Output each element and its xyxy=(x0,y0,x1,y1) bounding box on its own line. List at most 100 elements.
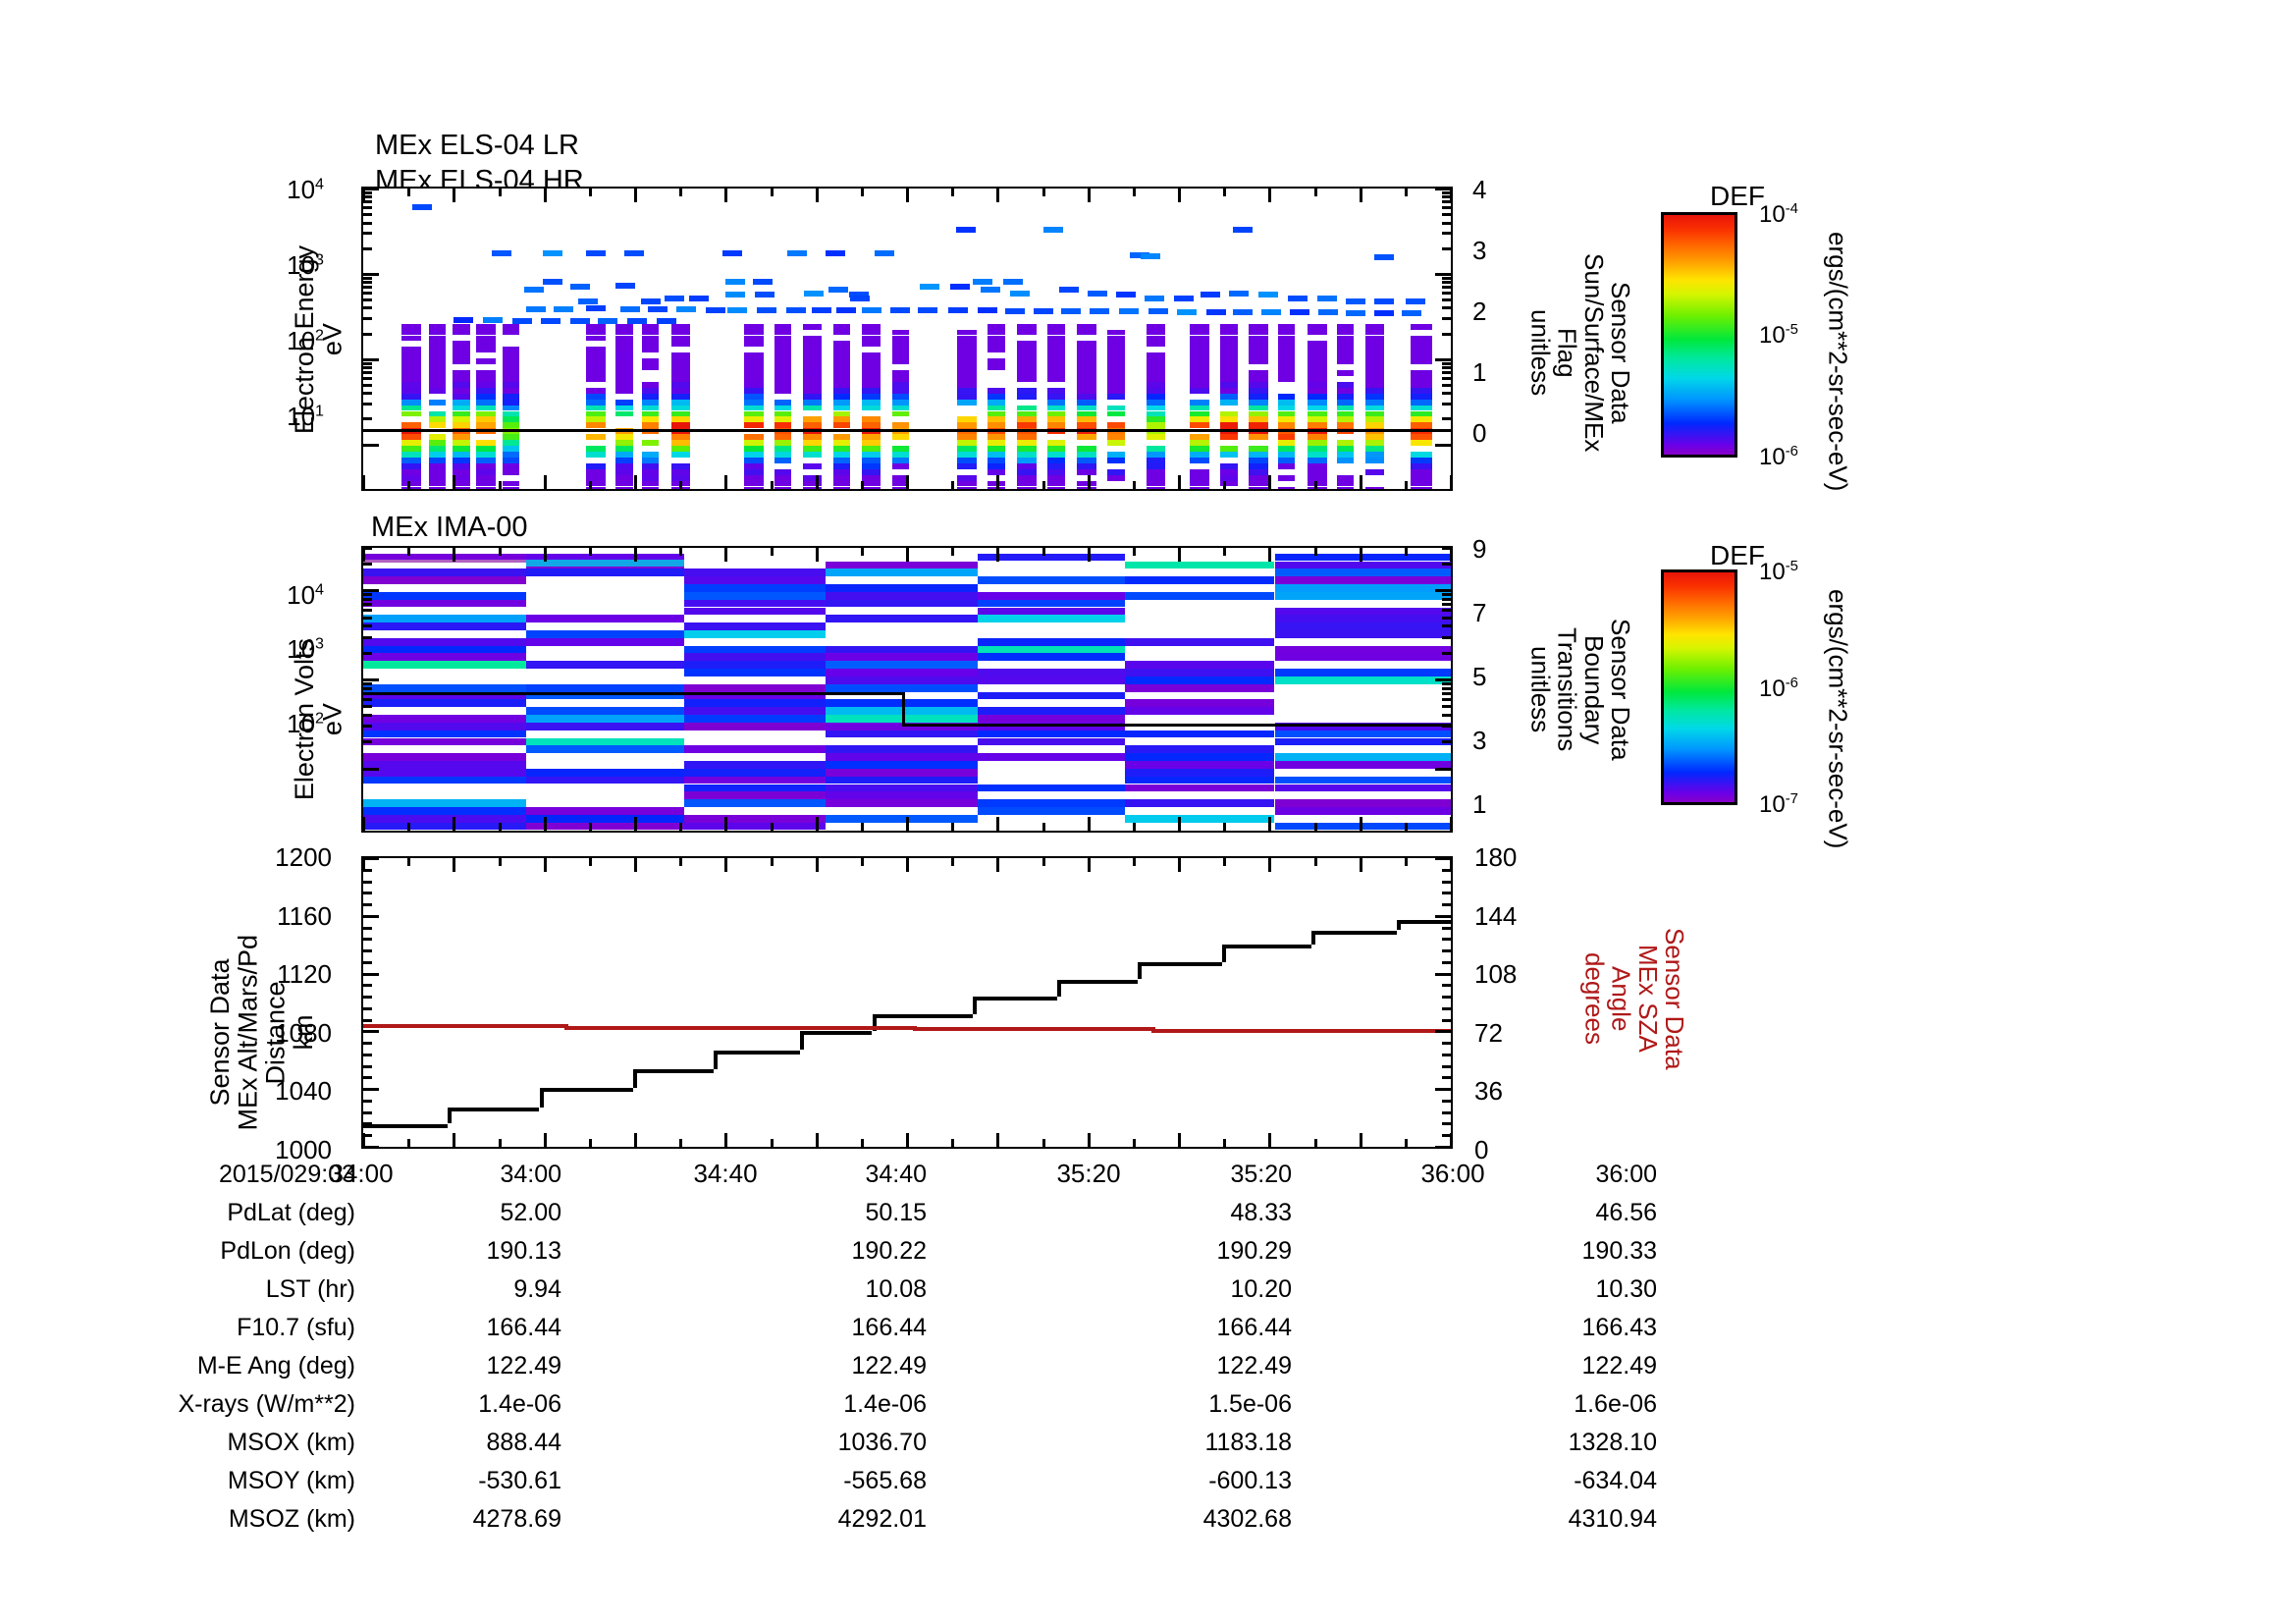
panel2-title: MEx IMA-00 xyxy=(371,512,528,543)
panel2-right-ytick-3: 3 xyxy=(1472,726,1487,755)
colorbar2-units: ergs/(cm**2-sr-sec-eV) xyxy=(1823,589,1853,849)
panel2-right-ylabel: Sensor Data Boundary Transitions unitless xyxy=(1525,619,1636,761)
panel2-right-ytick-7: 7 xyxy=(1472,598,1487,627)
panel3-right-ylabel: Sensor Data MEx SZA Angle degrees xyxy=(1579,928,1690,1070)
table-cell: 4310.94 xyxy=(1568,1505,1657,1533)
panel2-ytick-1e4: 104 xyxy=(287,580,324,610)
panel3-right-ytick-108: 108 xyxy=(1474,959,1518,989)
panel3-ytick-1080: 1080 xyxy=(275,1018,332,1048)
panel3-ytick-1000: 1000 xyxy=(275,1135,332,1164)
panel3-right-ytick-0: 0 xyxy=(1474,1135,1489,1164)
table-cell: -565.68 xyxy=(843,1467,927,1494)
panel1-right-ylabel: Sensor Data Sun/Surface/MEx Flag unitless xyxy=(1525,253,1636,453)
panel3-altitude-step xyxy=(1311,930,1316,946)
table-row-label: PdLon (deg) xyxy=(220,1237,355,1265)
panel2-right-ytick-5: 5 xyxy=(1472,662,1487,691)
panel3-ytick-1120: 1120 xyxy=(277,959,332,989)
panel2-boundary-line xyxy=(363,692,902,696)
table-cell: 1.6e-06 xyxy=(1574,1390,1657,1418)
panel1-title-lr: MEx ELS-04 LR xyxy=(375,130,579,161)
colorbar2 xyxy=(1661,569,1737,805)
panel3-altitude-line xyxy=(972,997,1057,1001)
panel1-ytick-1e1: 101 xyxy=(287,402,324,431)
table-row-label: MSOY (km) xyxy=(227,1467,355,1494)
panel2-right-ytick-9: 9 xyxy=(1472,534,1487,564)
panel3-sza-step xyxy=(912,1025,917,1029)
table-cell: 50.15 xyxy=(865,1199,927,1226)
table-cell: 122.49 xyxy=(1581,1352,1657,1380)
panel3-altitude-line xyxy=(1222,945,1312,949)
table-cell: 190.22 xyxy=(851,1237,927,1265)
table-cell: 1.4e-06 xyxy=(843,1390,927,1418)
table-cell: 48.33 xyxy=(1230,1199,1292,1226)
panel1-ytick-1e2: 102 xyxy=(287,326,324,355)
table-cell: 34:40 xyxy=(865,1161,927,1188)
table-cell: 190.13 xyxy=(486,1237,561,1265)
table-cell: -634.04 xyxy=(1574,1467,1657,1494)
panel3-right-ytick-72: 72 xyxy=(1474,1018,1503,1048)
xtick-label-0: 34:00 xyxy=(329,1159,394,1188)
table-cell: 166.44 xyxy=(1216,1314,1292,1341)
table-row-label: MSOZ (km) xyxy=(228,1505,355,1533)
panel3-altitude-line xyxy=(1311,930,1397,935)
table-cell: -530.61 xyxy=(478,1467,561,1494)
table-row-label: LST (hr) xyxy=(265,1275,355,1303)
colorbar1-top-label: 10-4 xyxy=(1759,201,1798,228)
table-row: MSOY (km) -530.61 -565.68 -600.13 -634.04 xyxy=(2,1465,1657,1501)
panel3-altitude-step xyxy=(800,1031,805,1051)
panel3-altitude-step xyxy=(1222,945,1227,962)
table-cell: 122.49 xyxy=(851,1352,927,1380)
table-cell: 166.43 xyxy=(1581,1314,1657,1341)
table-cell: 1.4e-06 xyxy=(478,1390,561,1418)
panel3-right-ytick-180: 180 xyxy=(1474,842,1518,872)
table-cell: 34:00 xyxy=(500,1161,561,1188)
panel3-altitude-line xyxy=(1056,979,1138,984)
table-cell: 888.44 xyxy=(486,1429,561,1456)
panel3-altitude-line xyxy=(632,1068,714,1073)
panel2-ima-spectrogram xyxy=(361,546,1453,833)
panel2-ytick-1e2: 102 xyxy=(287,709,324,738)
panel3-altitude-line xyxy=(1137,961,1223,966)
panel1-right-ytick-0: 0 xyxy=(1472,418,1487,448)
panel3-altitude-step xyxy=(972,997,977,1014)
table-row: MSOZ (km) 4278.69 4292.01 4302.68 4310.94 xyxy=(2,1503,1657,1540)
panel1-ytick-1e3: 103 xyxy=(287,250,324,280)
table-row: MSOX (km) 888.44 1036.70 1183.18 1328.10 xyxy=(2,1427,1657,1463)
table-row: M-E Ang (deg) 122.49 122.49 122.49 122.49 xyxy=(2,1350,1657,1386)
colorbar1-title: DEF xyxy=(1710,181,1765,211)
table-row-label: X-rays (W/m**2) xyxy=(178,1390,355,1418)
table-cell: 190.29 xyxy=(1216,1237,1292,1265)
panel3-altitude-step xyxy=(1056,979,1061,998)
table-cell: 4278.69 xyxy=(472,1505,561,1533)
colorbar1-units: ergs/(cm**2-sr-sec-eV) xyxy=(1823,232,1853,492)
table-cell: 36:00 xyxy=(1595,1161,1657,1188)
table-row: LST (hr) 9.94 10.08 10.20 10.30 xyxy=(2,1273,1657,1310)
panel3-altitude-line xyxy=(539,1087,633,1092)
panel3-altitude-sza xyxy=(361,856,1453,1149)
panel3-altitude-line xyxy=(363,1123,449,1128)
panel3-sza-line xyxy=(1151,1029,1451,1034)
colorbar2-top-label: 10-5 xyxy=(1759,559,1798,585)
panel1-right-ytick-3: 3 xyxy=(1472,236,1487,265)
panel3-altitude-line xyxy=(907,1013,973,1018)
table-row: PdLon (deg) 190.13 190.22 190.29 190.33 xyxy=(2,1235,1657,1271)
panel3-altitude-line xyxy=(800,1031,873,1036)
colorbar1-mid-label: 10-5 xyxy=(1759,322,1798,349)
colorbar2-bottom-label: 10-7 xyxy=(1759,791,1798,818)
panel3-altitude-line xyxy=(872,1013,907,1018)
table-row-label: PdLat (deg) xyxy=(227,1199,355,1226)
table-cell: 4302.68 xyxy=(1202,1505,1292,1533)
table-cell: 1.5e-06 xyxy=(1208,1390,1292,1418)
table-cell: 46.56 xyxy=(1595,1199,1657,1226)
table-cell: 1036.70 xyxy=(837,1429,927,1456)
table-row-label: MSOX (km) xyxy=(227,1429,355,1456)
parameter-table: 2015/029:03 34:00 34:40 35:20 36:00 PdLat (de… xyxy=(0,1157,1659,1542)
colorbar2-title: DEF xyxy=(1710,540,1765,570)
table-cell: 35:20 xyxy=(1230,1161,1292,1188)
table-cell: 1328.10 xyxy=(1568,1429,1657,1456)
panel3-sza-step xyxy=(1151,1027,1156,1031)
table-cell: 190.33 xyxy=(1581,1237,1657,1265)
table-row-label: M-E Ang (deg) xyxy=(196,1352,355,1380)
table-row-label: F10.7 (sfu) xyxy=(237,1314,355,1341)
panel2-boundary-step xyxy=(901,692,905,725)
